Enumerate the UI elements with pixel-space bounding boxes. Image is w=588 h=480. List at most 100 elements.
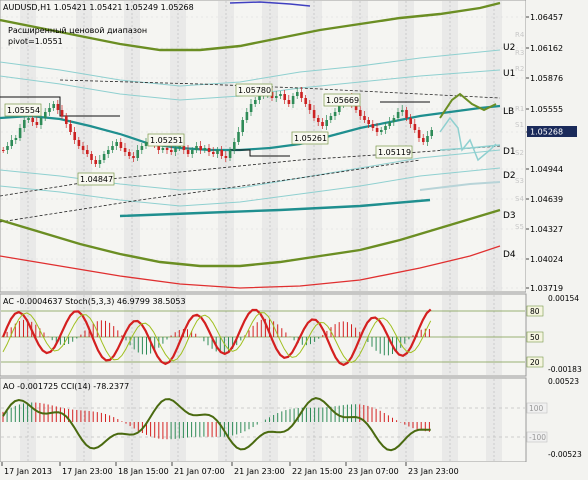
candlesticks — [2, 87, 433, 168]
candle-body — [384, 126, 387, 130]
candle-body — [220, 150, 223, 156]
candle-body — [111, 146, 114, 150]
candle-body — [102, 154, 106, 160]
candle-body — [241, 120, 244, 132]
candle-body — [140, 146, 144, 150]
time-label: 23 Jan 23:00 — [408, 467, 459, 476]
candle-body — [132, 156, 135, 158]
candle-body — [107, 150, 110, 154]
level-d3: D3 — [503, 211, 516, 221]
level-d1: D1 — [503, 147, 516, 157]
ac-stoch-levels: 80 50 20 0.00154 -0.00183 — [1, 294, 582, 374]
ao-cci-pane[interactable]: 100 -100 0.00523 -0.00523 AO -0.001725 CCI(… — [0, 377, 582, 463]
price-tick-label: 1.04327 — [530, 225, 563, 234]
candle-body — [283, 94, 286, 100]
price-axis: 1.06457 1.06162 1.05876 1.05555 1.04944 1.046… — [526, 0, 588, 468]
candle-body — [275, 96, 278, 98]
candle-body — [279, 94, 282, 96]
candle-body — [422, 138, 425, 142]
main-chart-pane[interactable]: 1.05554 1.05780 1.05669 1.05251 1.05261 1.048… — [0, 0, 538, 293]
label-1-05554: 1.05554 — [7, 106, 40, 115]
candle-body — [123, 148, 127, 152]
candle-body — [144, 142, 148, 146]
cci-level-box — [526, 431, 548, 443]
lower-trendline-2 — [0, 159, 421, 223]
step-line-2 — [230, 149, 290, 157]
time-label: 23 Jan 07:00 — [348, 467, 399, 476]
candle-body — [170, 150, 173, 152]
current-price-label: 1.05268 — [530, 128, 563, 137]
cci-level-box — [526, 402, 548, 414]
candle-body — [388, 122, 391, 126]
time-label: 18 Jan 15:00 — [118, 467, 169, 476]
candle-body — [375, 128, 379, 132]
ao-scale-bottom: -0.00523 — [548, 450, 582, 459]
current-price-tag — [527, 126, 577, 137]
candle-body — [300, 92, 303, 98]
cci-level-label: -100 — [529, 433, 546, 442]
lower-envelope-line — [0, 208, 501, 268]
time-label: 21 Jan 07:00 — [174, 467, 225, 476]
candle-body — [304, 98, 307, 104]
stoch-level-label: 20 — [530, 358, 540, 367]
candle-body — [409, 118, 412, 124]
ao-scale-top: 0.00523 — [548, 377, 579, 386]
upper-band-line-1 — [0, 49, 501, 87]
candle-body — [65, 116, 68, 124]
candle-body — [212, 152, 215, 154]
lower-trendline — [0, 145, 501, 197]
red-band-line — [0, 245, 501, 289]
label-1-05119-box — [375, 145, 413, 159]
candle-body — [413, 124, 417, 130]
cci-level-label: 100 — [529, 404, 544, 413]
candle-body — [174, 148, 177, 152]
candle-body — [157, 145, 160, 150]
ao-pane-title: AO -0.001725 CCI(14) -78.2377 — [3, 382, 129, 391]
stoch-level-label: 80 — [530, 307, 540, 316]
candle-body — [86, 150, 89, 154]
candle-body — [77, 140, 81, 146]
ao-cci-levels: 100 -100 0.00523 -0.00523 — [1, 377, 582, 459]
level-d2: D2 — [503, 171, 516, 181]
candle-body — [296, 92, 299, 96]
candle-body — [401, 110, 404, 112]
support-ma-line — [119, 198, 431, 218]
candle-body — [228, 150, 232, 158]
candle-body — [52, 104, 55, 108]
forecast-line-teal-2 — [439, 144, 501, 151]
candle-body — [56, 104, 60, 110]
candle-body — [191, 150, 194, 154]
candle-body — [195, 146, 198, 150]
indicator-name: Расширенный ценовой диапазон — [8, 26, 147, 35]
label-1-05554-box — [4, 103, 42, 117]
candle-body — [39, 118, 43, 125]
candle-body — [354, 104, 358, 110]
stoch-main-line — [1, 308, 432, 367]
candle-body — [73, 132, 76, 140]
candle-body — [237, 132, 240, 142]
candle-body — [380, 130, 383, 132]
price-tick-label: 1.06162 — [530, 44, 563, 53]
candle-body — [224, 156, 228, 158]
candle-body — [6, 146, 9, 150]
candle-body — [216, 150, 219, 154]
price-tick-label: 1.03719 — [530, 284, 563, 293]
candle-body — [258, 96, 261, 100]
candle-body — [312, 110, 316, 118]
candle-body — [333, 112, 337, 116]
level-u2: U2 — [503, 43, 515, 53]
candle-body — [27, 118, 30, 120]
upper-trendline — [59, 79, 501, 99]
candle-body — [48, 108, 51, 112]
stoch-level-box — [526, 305, 544, 317]
candle-body — [165, 148, 169, 150]
candle-body — [69, 124, 72, 132]
candle-body — [371, 124, 375, 128]
price-tick-label: 1.06457 — [530, 13, 563, 22]
time-label: 17 Jan 2013 — [4, 467, 52, 476]
ac-stoch-pane[interactable]: 80 50 20 0.00154 -0.00183 AC -0.0004637 Stoc… — [0, 293, 582, 377]
label-1-05669-box — [323, 93, 361, 107]
candle-body — [405, 110, 408, 118]
candle-body — [14, 138, 18, 140]
